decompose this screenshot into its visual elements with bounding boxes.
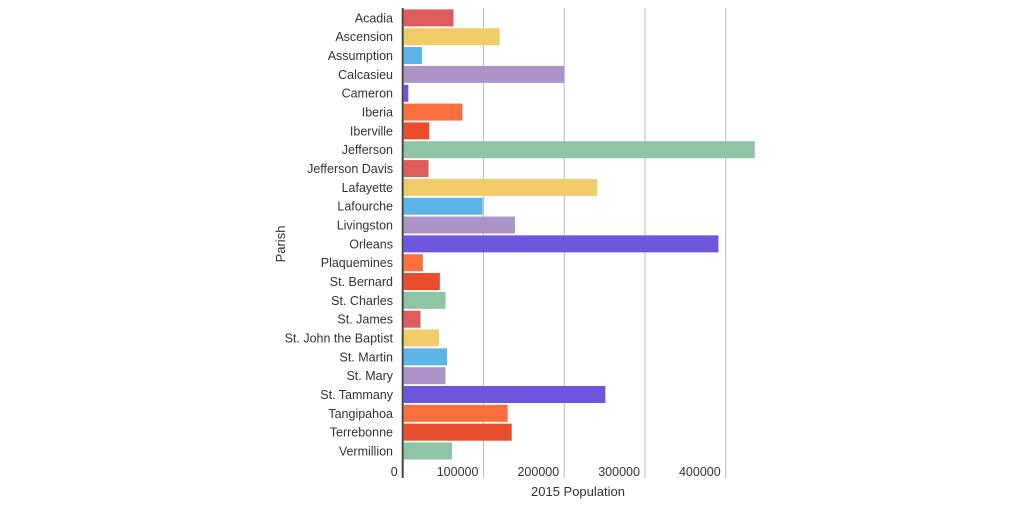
category-label: Iberia [362, 106, 393, 120]
bar [403, 291, 446, 309]
bar [403, 404, 508, 422]
x-tick-label: 100000 [437, 465, 479, 479]
category-label: Jefferson [342, 143, 393, 157]
bar [403, 197, 483, 215]
category-label: Vermillion [339, 445, 393, 459]
bar [403, 28, 500, 46]
category-label: St. Bernard [330, 275, 393, 289]
bar [403, 254, 423, 272]
bar [403, 160, 429, 178]
x-tick-label: 400000 [679, 465, 721, 479]
y-axis-title: Parish [273, 226, 288, 263]
bar [403, 122, 430, 140]
category-label: Orleans [349, 237, 393, 251]
bar [403, 216, 515, 234]
category-label: Calcasieu [338, 68, 393, 82]
category-label: Jefferson Davis [307, 162, 393, 176]
category-label: St. James [337, 313, 393, 327]
x-axis-title: 2015 Population [531, 484, 625, 499]
bar [403, 84, 409, 102]
bar [403, 386, 606, 404]
category-label: Acadia [355, 11, 393, 25]
category-label: St. Martin [340, 350, 394, 364]
bars [403, 9, 755, 460]
bar [403, 310, 421, 328]
category-label: St. Tammany [320, 388, 393, 402]
category-label: St. John the Baptist [285, 332, 394, 346]
bar [403, 442, 452, 460]
bar [403, 47, 423, 65]
category-label: Cameron [342, 87, 393, 101]
category-label: Lafayette [342, 181, 393, 195]
bar [403, 178, 598, 196]
category-label: Tangipahoa [328, 407, 393, 421]
category-label: Livingston [337, 219, 393, 233]
bar [403, 367, 446, 385]
x-tick-label: 200000 [517, 465, 559, 479]
bar [403, 423, 512, 441]
category-label: Terrebonne [330, 426, 393, 440]
bar [403, 273, 440, 291]
category-label: St. Charles [331, 294, 393, 308]
category-labels: Acadia Ascension Assumption Calcasieu Camero… [285, 11, 394, 458]
bar [403, 348, 448, 366]
bar [403, 103, 463, 121]
x-tick-label: 300000 [598, 465, 640, 479]
category-label: Iberville [350, 124, 393, 138]
x-tick-labels: 0 100000 200000 300000 400000 [391, 465, 721, 479]
category-label: Lafourche [337, 200, 393, 214]
bar [403, 329, 440, 347]
category-label: Assumption [328, 49, 393, 63]
category-label: Ascension [335, 30, 393, 44]
bar [403, 235, 719, 253]
category-label: St. Mary [346, 369, 393, 383]
x-tick-label: 0 [391, 465, 398, 479]
bar [403, 141, 755, 159]
bar [403, 9, 454, 27]
bar [403, 65, 565, 83]
category-label: Plaquemines [321, 256, 393, 270]
